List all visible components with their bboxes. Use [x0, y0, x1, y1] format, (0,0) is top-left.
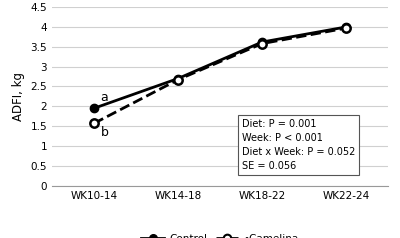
Text: Diet: P = 0.001
Week: P < 0.001
Diet x Week: P = 0.052
SE = 0.056: Diet: P = 0.001 Week: P < 0.001 Diet x W… — [242, 119, 355, 171]
Legend: Control, •Camelina: Control, •Camelina — [137, 230, 303, 238]
Text: b: b — [101, 126, 108, 139]
Y-axis label: ADFI, kg: ADFI, kg — [12, 72, 25, 121]
Text: a: a — [101, 91, 108, 104]
